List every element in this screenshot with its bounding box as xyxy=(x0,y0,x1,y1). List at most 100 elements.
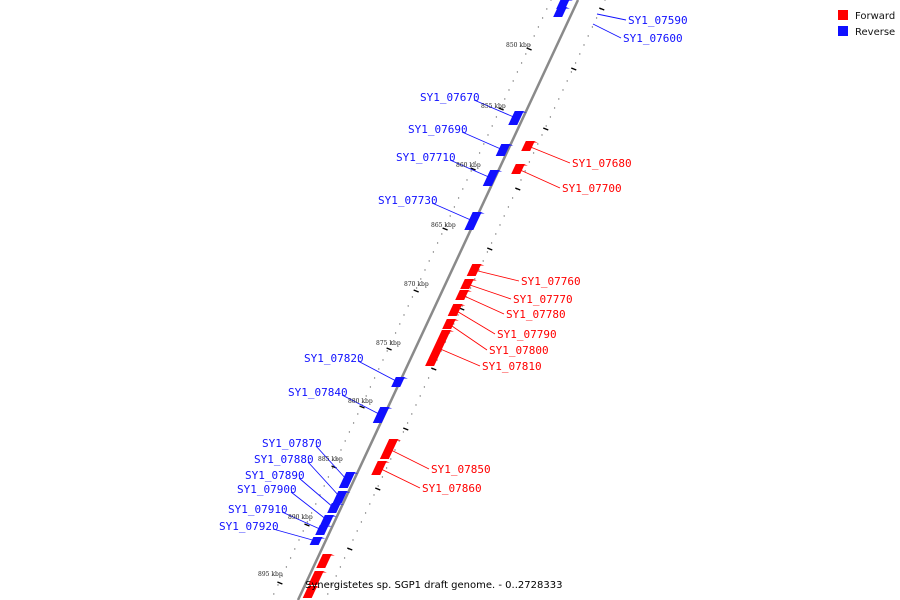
tick-label: 880 kbp xyxy=(348,398,373,405)
gene-label[interactable]: SY1_07790 xyxy=(497,328,557,341)
gene-label[interactable]: SY1_07870 xyxy=(262,437,322,450)
track-dot xyxy=(469,287,472,289)
reverse-gene-block[interactable] xyxy=(341,394,393,423)
gene-label[interactable]: SY1_07670 xyxy=(420,91,480,104)
reverse-gene-block[interactable] xyxy=(553,7,570,17)
tick-label: 855 kbp xyxy=(481,103,506,110)
track-dot xyxy=(524,170,526,172)
gene-label[interactable]: SY1_07700 xyxy=(562,182,622,195)
tick-mark xyxy=(304,523,310,527)
gene-leader-line xyxy=(517,168,561,189)
forward-gene-block[interactable] xyxy=(371,461,421,489)
gene-label[interactable]: SY1_07860 xyxy=(422,482,482,495)
reverse-gene-block[interactable] xyxy=(298,477,344,513)
tick-mark xyxy=(526,47,532,51)
tick-mark xyxy=(442,227,448,231)
gene-label[interactable]: SY1_07810 xyxy=(482,360,542,373)
gene-leader-line xyxy=(473,99,517,119)
gene-label[interactable]: SY1_07690 xyxy=(408,123,468,136)
track-dot xyxy=(407,305,409,307)
track-dot xyxy=(277,584,279,586)
gene-label[interactable]: SY1_07920 xyxy=(219,520,279,533)
track-dot xyxy=(344,440,346,442)
reverse-gene-block[interactable] xyxy=(461,131,514,156)
track-dot xyxy=(302,530,304,532)
tick-mark xyxy=(571,67,577,71)
track-dot xyxy=(462,188,464,190)
track-dot xyxy=(306,521,309,523)
gene-edge xyxy=(395,377,408,379)
reverse-gene-block[interactable] xyxy=(315,445,359,488)
gene-leader-line xyxy=(437,347,481,367)
gene-label[interactable]: SY1_07590 xyxy=(628,14,688,27)
forward-gene-block[interactable] xyxy=(460,279,512,300)
track-dot xyxy=(331,584,333,586)
gene-edge xyxy=(464,279,477,281)
track-dot xyxy=(520,179,522,181)
gene-label[interactable]: SY1_07840 xyxy=(288,386,348,399)
gene-label[interactable]: SY1_07820 xyxy=(304,352,364,365)
track-dot xyxy=(570,71,573,73)
reverse-gene-block[interactable] xyxy=(307,461,351,503)
track-dot xyxy=(503,215,505,217)
gene-label[interactable]: SY1_07730 xyxy=(378,194,438,207)
forward-gene-block[interactable] xyxy=(425,330,481,367)
reverse-gene-block[interactable] xyxy=(473,99,527,125)
gene-label[interactable]: SY1_07770 xyxy=(513,293,573,306)
forward-gene-block[interactable] xyxy=(511,164,561,189)
reverse-gene-block[interactable] xyxy=(449,159,503,186)
gene-label[interactable]: SY1_07890 xyxy=(245,469,305,482)
track-dot xyxy=(487,134,489,136)
gene-label[interactable]: SY1_07710 xyxy=(396,151,456,164)
reverse-gene-block[interactable] xyxy=(272,528,326,545)
track-dot xyxy=(449,215,451,217)
gene-label[interactable]: SY1_07900 xyxy=(237,483,297,496)
forward-gene-block[interactable] xyxy=(521,141,571,164)
gene-features xyxy=(272,0,627,598)
track-dot xyxy=(415,287,418,289)
track-dot xyxy=(537,26,540,28)
tick-mark xyxy=(277,581,283,585)
reverse-gene-block[interactable] xyxy=(431,202,485,230)
gene-label[interactable]: SY1_07850 xyxy=(431,463,491,476)
forward-gene-block[interactable] xyxy=(442,319,488,351)
track-dot xyxy=(415,404,417,406)
reverse-gene-block[interactable] xyxy=(357,360,408,387)
forward-gene-block[interactable] xyxy=(466,264,520,282)
gene-edge xyxy=(490,170,503,172)
forward-gene-block[interactable] xyxy=(379,439,430,470)
track-dot xyxy=(403,314,405,316)
gene-label[interactable]: SY1_07800 xyxy=(489,344,549,357)
forward-gene-block[interactable] xyxy=(455,290,505,315)
track-dot xyxy=(495,116,498,118)
track-dot xyxy=(399,323,401,325)
tick-mark xyxy=(498,107,504,111)
gene-label[interactable]: SY1_07600 xyxy=(623,32,683,45)
track-dot xyxy=(298,539,300,541)
gene-leader-line xyxy=(431,202,474,222)
tick-mark xyxy=(543,127,549,131)
reverse-gene-block[interactable] xyxy=(556,0,573,9)
gene-face xyxy=(302,586,318,598)
track-dot xyxy=(285,566,288,568)
track-dot xyxy=(457,197,460,199)
forward-gene-block[interactable] xyxy=(302,586,321,598)
track-dot xyxy=(364,512,367,514)
gene-edge xyxy=(389,439,402,441)
track-dot xyxy=(553,107,556,109)
track-dot xyxy=(382,359,384,361)
gene-label[interactable]: SY1_07880 xyxy=(254,453,314,466)
gene-label[interactable]: SY1_07780 xyxy=(506,308,566,321)
gene-label[interactable]: SY1_07680 xyxy=(572,157,632,170)
tick-label: 870 kbp xyxy=(404,281,429,288)
gene-edge xyxy=(472,212,485,214)
track-dot xyxy=(474,278,476,280)
track-dot xyxy=(373,377,376,379)
forward-gene-block[interactable] xyxy=(447,304,496,335)
gene-label[interactable]: SY1_07910 xyxy=(228,503,288,516)
reverse-gene-block[interactable] xyxy=(281,511,332,535)
forward-gene-block[interactable] xyxy=(316,554,335,568)
reverse-gene-block[interactable] xyxy=(290,491,337,525)
forward-gene-block[interactable] xyxy=(308,571,327,585)
gene-label[interactable]: SY1_07760 xyxy=(521,275,581,288)
